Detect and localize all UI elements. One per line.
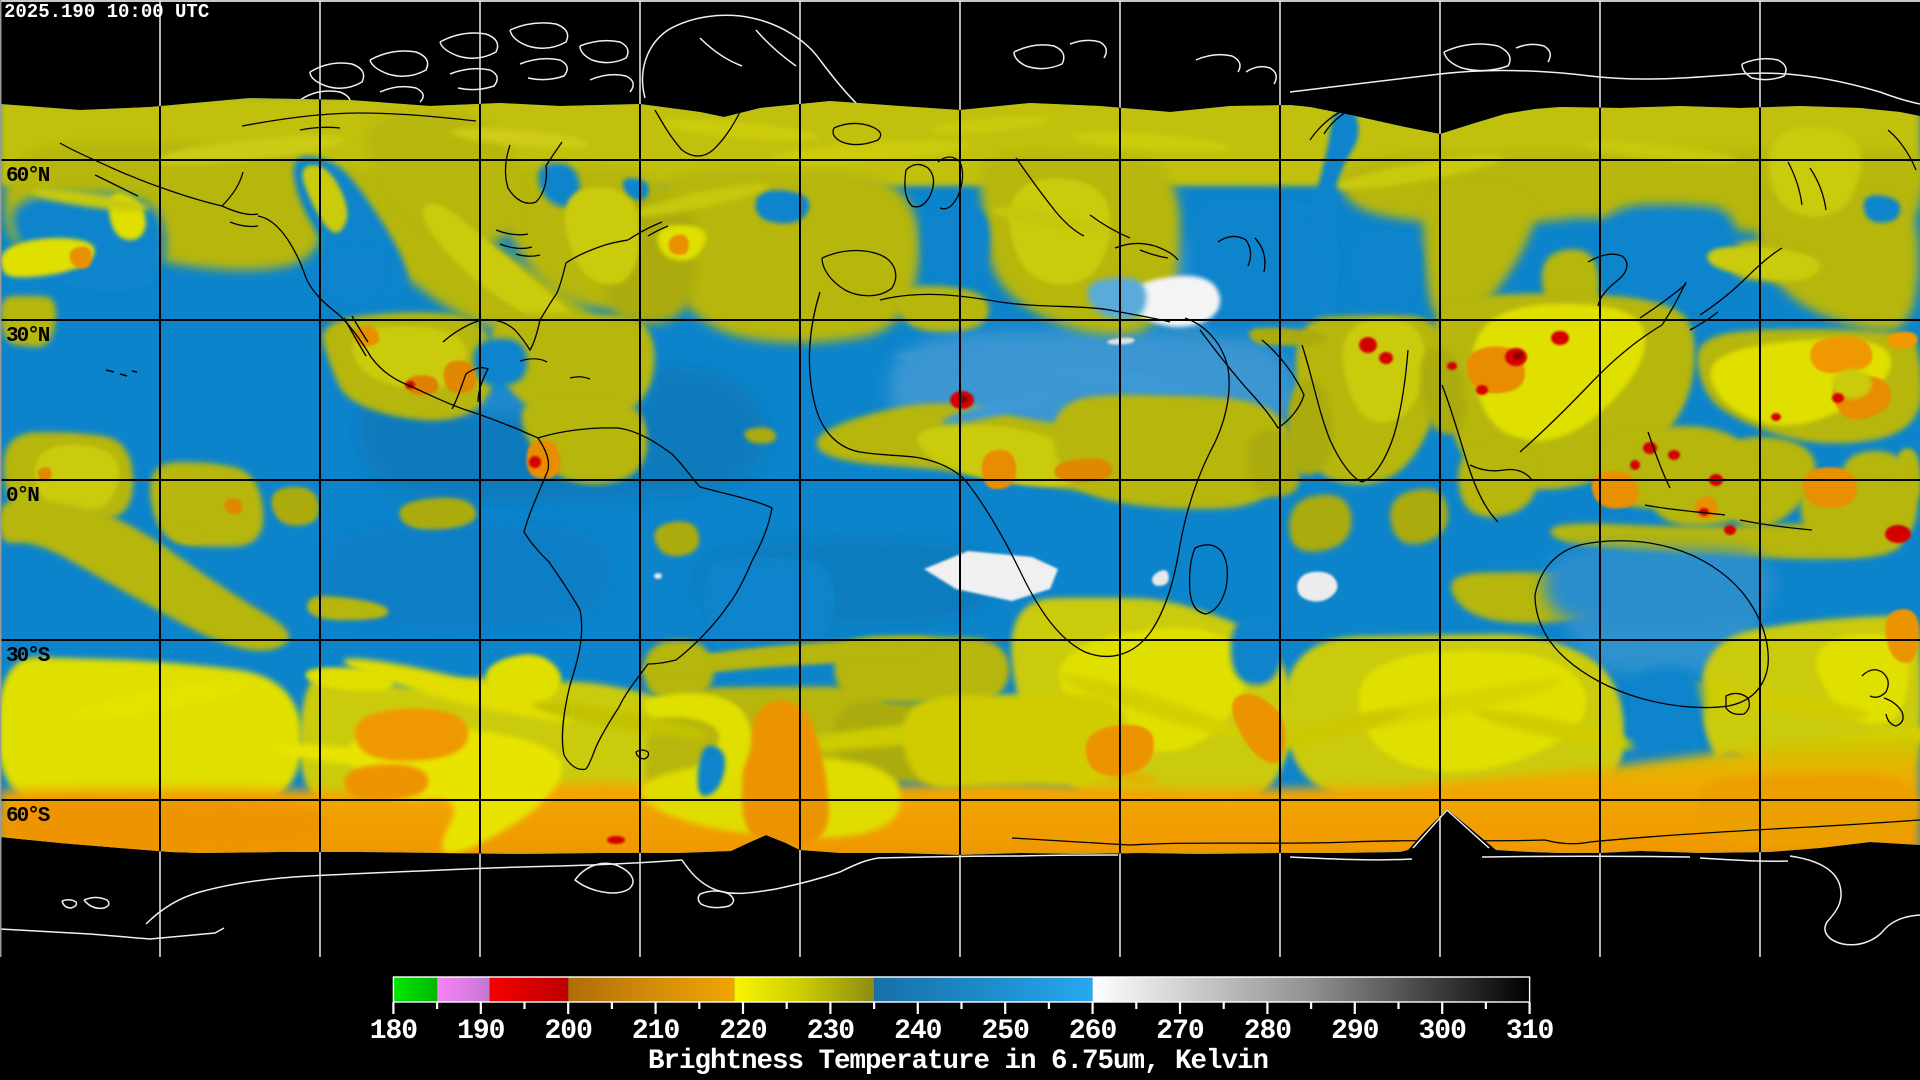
svg-text:200: 200: [544, 1016, 592, 1047]
svg-text:30°S: 30°S: [6, 645, 50, 668]
svg-text:30°N: 30°N: [6, 325, 50, 348]
svg-text:230: 230: [807, 1016, 855, 1047]
svg-text:60°N: 60°N: [6, 165, 50, 188]
svg-text:Brightness Temperature in 6.75: Brightness Temperature in 6.75um, Kelvin: [648, 1046, 1268, 1077]
svg-text:250: 250: [981, 1016, 1029, 1047]
svg-text:260: 260: [1069, 1016, 1117, 1047]
svg-text:210: 210: [632, 1016, 680, 1047]
svg-text:270: 270: [1156, 1016, 1204, 1047]
svg-text:190: 190: [457, 1016, 505, 1047]
svg-text:2025.190 10:00 UTC: 2025.190 10:00 UTC: [4, 1, 209, 23]
svg-text:300: 300: [1418, 1016, 1466, 1047]
svg-text:240: 240: [894, 1016, 942, 1047]
svg-text:60°S: 60°S: [6, 805, 50, 828]
svg-text:0°N: 0°N: [6, 485, 39, 508]
svg-text:220: 220: [719, 1016, 767, 1047]
svg-text:180: 180: [370, 1016, 418, 1047]
svg-text:290: 290: [1331, 1016, 1379, 1047]
svg-text:310: 310: [1506, 1016, 1554, 1047]
svg-text:280: 280: [1244, 1016, 1292, 1047]
